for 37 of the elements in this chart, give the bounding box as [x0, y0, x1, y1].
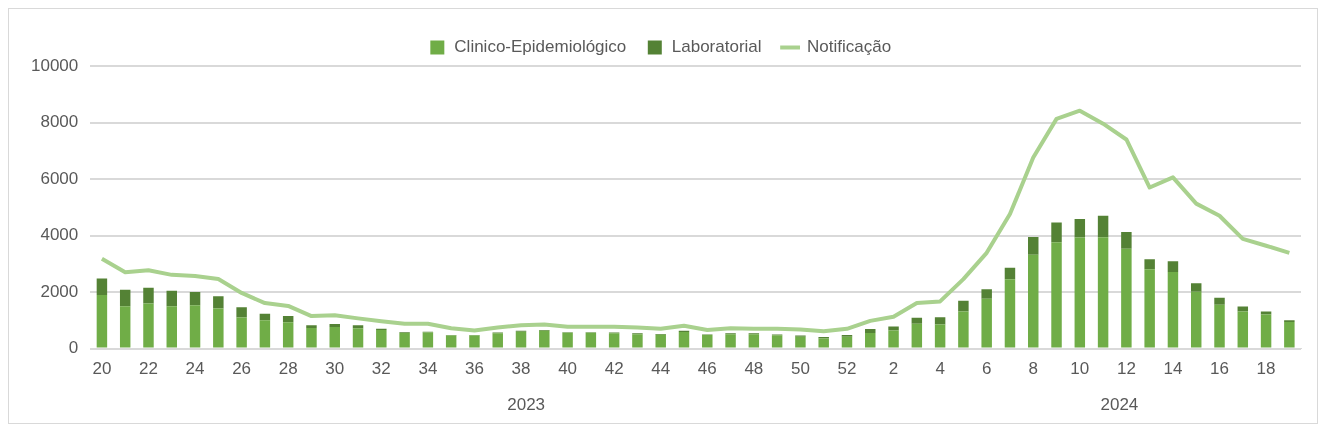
x-tick-label: 26 — [232, 359, 252, 379]
legend-label: Notificação — [807, 37, 892, 57]
y-tick-label: 10000 — [30, 55, 79, 75]
x-tick-label: 12 — [1116, 359, 1136, 379]
x-tick-label: 32 — [371, 359, 391, 379]
y-tick-label: 6000 — [40, 168, 79, 188]
x-tick-label: 18 — [1256, 359, 1276, 379]
x-tick-label: 8 — [1028, 359, 1038, 379]
legend-label: Clinico-Epidemiológico — [454, 37, 627, 57]
x-tick-label: 24 — [185, 359, 205, 379]
y-tick-label: 8000 — [40, 112, 79, 132]
x-tick-label: 22 — [139, 359, 158, 379]
text: 2024 — [1100, 394, 1139, 414]
x-tick-label: 30 — [325, 359, 345, 379]
y-tick-label: 2000 — [40, 281, 79, 301]
x-tick-label: 38 — [511, 359, 531, 379]
x-tick-label: 14 — [1163, 359, 1183, 379]
x-tick-label: 48 — [744, 359, 764, 379]
x-tick-label: 44 — [651, 359, 671, 379]
x-tick-label: 28 — [278, 359, 298, 379]
x-tick-label: 20 — [92, 359, 112, 379]
x-tick-label: 46 — [697, 359, 717, 379]
x-tick-label: 6 — [981, 359, 992, 379]
x-tick-label: 42 — [604, 359, 624, 379]
x-tick-label: 34 — [418, 359, 438, 379]
x-tick-label: 40 — [558, 359, 578, 379]
x-tick-label: 52 — [837, 359, 857, 379]
x-tick-label: 16 — [1210, 359, 1229, 379]
x-tick-label: 4 — [935, 359, 945, 379]
x-tick-label: 50 — [790, 359, 810, 379]
y-tick-label: 0 — [68, 338, 79, 358]
legend-label: Laboratorial — [671, 37, 762, 57]
x-tick-label: 2 — [888, 359, 899, 379]
x-tick-label: 36 — [464, 359, 484, 379]
y-tick-label: 4000 — [40, 225, 79, 245]
x-tick-label: 10 — [1070, 359, 1090, 379]
text: 2023 — [507, 394, 546, 414]
